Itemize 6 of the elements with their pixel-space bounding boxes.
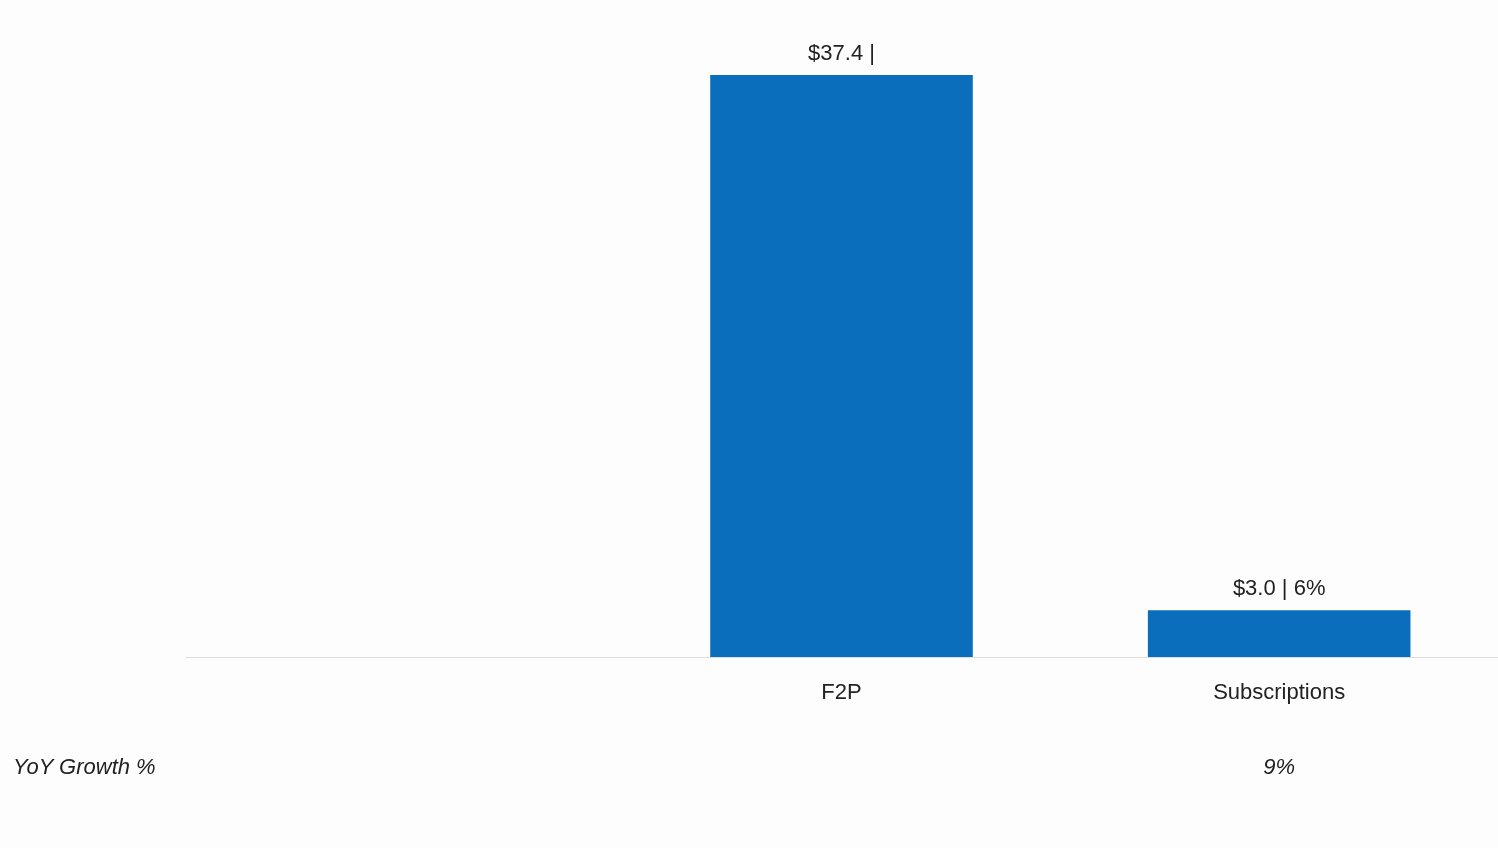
- data-label: $37.4 |: [808, 40, 875, 65]
- x-tick-label: Subscriptions: [1213, 678, 1346, 704]
- text: 9%: [1263, 754, 1296, 779]
- data-label: $3.0 | 6%: [1232, 575, 1326, 601]
- x-tick-label: F2P: [821, 678, 862, 704]
- text: YoY Growth %: [13, 754, 156, 779]
